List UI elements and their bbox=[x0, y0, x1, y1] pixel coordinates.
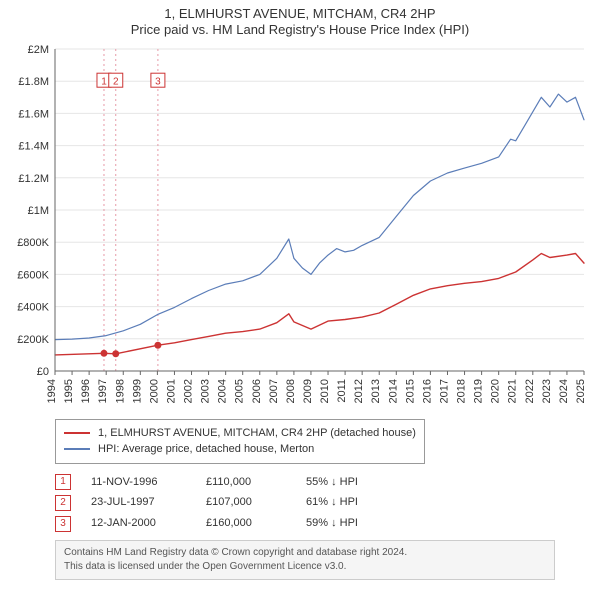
legend-swatch bbox=[64, 448, 90, 450]
legend-item: HPI: Average price, detached house, Mert… bbox=[64, 441, 416, 458]
svg-text:2005: 2005 bbox=[234, 379, 246, 403]
event-badge: 2 bbox=[55, 495, 71, 511]
legend-label: 1, ELMHURST AVENUE, MITCHAM, CR4 2HP (de… bbox=[98, 425, 416, 442]
svg-text:2003: 2003 bbox=[200, 379, 212, 403]
svg-text:£1M: £1M bbox=[28, 205, 49, 217]
legend-swatch bbox=[64, 432, 90, 434]
chart-title-line1: 1, ELMHURST AVENUE, MITCHAM, CR4 2HP bbox=[8, 6, 592, 22]
svg-text:£600K: £600K bbox=[17, 269, 49, 281]
event-row: 1 11-NOV-1996 £110,000 55% ↓ HPI bbox=[55, 472, 592, 493]
svg-text:2019: 2019 bbox=[473, 379, 485, 403]
event-badge: 3 bbox=[55, 516, 71, 532]
svg-text:2008: 2008 bbox=[285, 379, 297, 403]
svg-text:2: 2 bbox=[113, 76, 119, 87]
svg-text:2025: 2025 bbox=[575, 379, 587, 403]
svg-text:2006: 2006 bbox=[251, 379, 263, 403]
svg-text:£2M: £2M bbox=[28, 44, 49, 56]
svg-text:£1.8M: £1.8M bbox=[18, 76, 49, 88]
svg-text:1999: 1999 bbox=[131, 379, 143, 403]
svg-text:2010: 2010 bbox=[319, 379, 331, 403]
event-delta: 55% ↓ HPI bbox=[306, 472, 358, 493]
svg-text:2020: 2020 bbox=[490, 379, 502, 403]
svg-text:£400K: £400K bbox=[17, 301, 49, 313]
event-delta: 59% ↓ HPI bbox=[306, 513, 358, 534]
event-row: 3 12-JAN-2000 £160,000 59% ↓ HPI bbox=[55, 513, 592, 534]
svg-text:2024: 2024 bbox=[558, 379, 570, 403]
svg-text:2022: 2022 bbox=[524, 379, 536, 403]
svg-text:2018: 2018 bbox=[456, 379, 468, 403]
svg-text:2016: 2016 bbox=[421, 379, 433, 403]
event-list: 1 11-NOV-1996 £110,000 55% ↓ HPI 2 23-JU… bbox=[55, 472, 592, 535]
svg-text:1994: 1994 bbox=[46, 379, 58, 403]
event-date: 23-JUL-1997 bbox=[91, 492, 186, 513]
disclaimer-line: This data is licensed under the Open Gov… bbox=[64, 560, 546, 574]
svg-text:1995: 1995 bbox=[63, 379, 75, 403]
svg-text:2011: 2011 bbox=[336, 379, 348, 403]
svg-text:2004: 2004 bbox=[217, 379, 229, 403]
legend-label: HPI: Average price, detached house, Mert… bbox=[98, 441, 314, 458]
event-row: 2 23-JUL-1997 £107,000 61% ↓ HPI bbox=[55, 492, 592, 513]
event-price: £160,000 bbox=[206, 513, 286, 534]
svg-text:1998: 1998 bbox=[114, 379, 126, 403]
svg-text:2014: 2014 bbox=[387, 379, 399, 403]
svg-text:2017: 2017 bbox=[438, 379, 450, 403]
svg-text:£0: £0 bbox=[37, 366, 49, 378]
event-price: £107,000 bbox=[206, 492, 286, 513]
svg-text:2021: 2021 bbox=[507, 379, 519, 403]
legend-item: 1, ELMHURST AVENUE, MITCHAM, CR4 2HP (de… bbox=[64, 425, 416, 442]
disclaimer: Contains HM Land Registry data © Crown c… bbox=[55, 540, 555, 580]
event-date: 12-JAN-2000 bbox=[91, 513, 186, 534]
svg-text:1: 1 bbox=[101, 76, 107, 87]
svg-text:£1.6M: £1.6M bbox=[18, 108, 49, 120]
svg-text:2023: 2023 bbox=[541, 379, 553, 403]
svg-text:2001: 2001 bbox=[165, 379, 177, 403]
svg-text:£1.4M: £1.4M bbox=[18, 140, 49, 152]
chart-title-line2: Price paid vs. HM Land Registry's House … bbox=[8, 22, 592, 38]
svg-text:2000: 2000 bbox=[148, 379, 160, 403]
svg-text:1996: 1996 bbox=[80, 379, 92, 403]
disclaimer-line: Contains HM Land Registry data © Crown c… bbox=[64, 546, 546, 560]
svg-text:2012: 2012 bbox=[353, 379, 365, 403]
event-date: 11-NOV-1996 bbox=[91, 472, 186, 493]
svg-text:£200K: £200K bbox=[17, 333, 49, 345]
event-price: £110,000 bbox=[206, 472, 286, 493]
svg-text:2015: 2015 bbox=[404, 379, 416, 403]
svg-text:£800K: £800K bbox=[17, 237, 49, 249]
svg-text:2007: 2007 bbox=[268, 379, 280, 403]
svg-text:3: 3 bbox=[155, 76, 161, 87]
event-badge: 1 bbox=[55, 474, 71, 490]
svg-text:2013: 2013 bbox=[370, 379, 382, 403]
svg-text:2002: 2002 bbox=[183, 379, 195, 403]
chart-plot: £0 £200K £400K £600K £800K £1M £1.2M £1.4M £1.6M… bbox=[8, 43, 592, 413]
svg-text:2009: 2009 bbox=[302, 379, 314, 403]
legend: 1, ELMHURST AVENUE, MITCHAM, CR4 2HP (de… bbox=[55, 419, 425, 464]
svg-text:1997: 1997 bbox=[97, 379, 109, 403]
event-delta: 61% ↓ HPI bbox=[306, 492, 358, 513]
svg-text:£1.2M: £1.2M bbox=[18, 172, 49, 184]
